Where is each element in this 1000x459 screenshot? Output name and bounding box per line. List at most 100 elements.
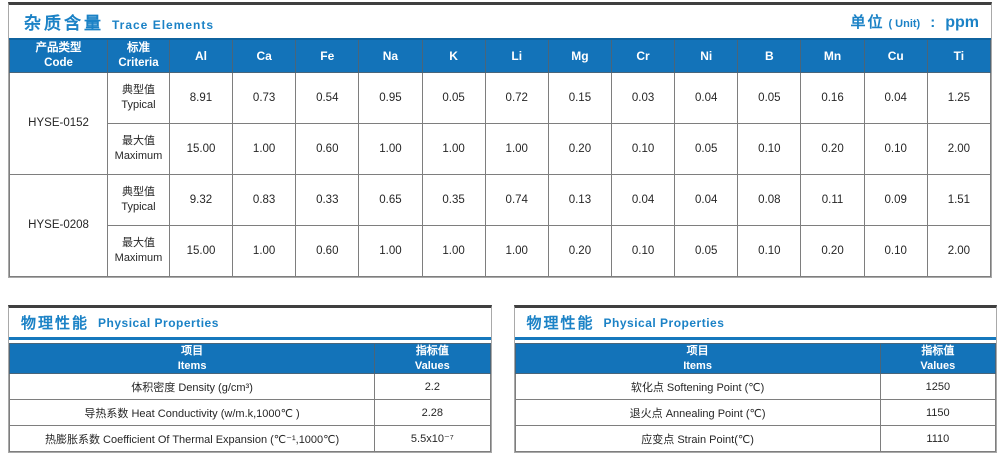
criteria-cell: 典型值 Typical bbox=[107, 71, 170, 124]
item-cell: 热膨胀系数 Coefficient Of Thermal Expansion (… bbox=[8, 425, 376, 452]
value-cell: 0.03 bbox=[610, 71, 676, 124]
column-header-criteria: 标准 Criteria bbox=[107, 38, 170, 73]
table-row-density: 体积密度 Density (g/cm³) 2.2 bbox=[8, 373, 491, 400]
value-cell: 0.10 bbox=[610, 224, 676, 277]
value-cell: 0.16 bbox=[800, 71, 865, 124]
value-cell: 0.83 bbox=[232, 173, 297, 226]
value-cell: 0.60 bbox=[295, 224, 360, 277]
table-header-row: 项目 Items 指标值 Values bbox=[8, 343, 491, 374]
value-cell: 0.05 bbox=[737, 71, 802, 124]
criteria-label-zh: 典型值 bbox=[121, 186, 155, 199]
column-header-code-en: Code bbox=[44, 56, 73, 69]
value-cell: 1.51 bbox=[926, 173, 992, 226]
table-row-hyse0152-maximum: 最大值 Maximum 15.00 1.00 0.60 1.00 1.00 1.… bbox=[10, 122, 992, 175]
criteria-label-en: Maximum bbox=[114, 149, 163, 162]
value-cell: 0.60 bbox=[295, 122, 360, 175]
value-cell: 0.04 bbox=[863, 71, 928, 124]
criteria-label-zh: 最大值 bbox=[121, 237, 155, 250]
table-header-row: 项目 Items 指标值 Values bbox=[514, 343, 997, 374]
table-row-hyse0208-typical: HYSE-0208 典型值 Typical 9.32 0.83 0.33 0.6… bbox=[8, 173, 992, 277]
column-header-element-ni: Ni bbox=[674, 38, 739, 73]
trace-elements-title-bar: 杂质含量 Trace Elements 单位 ( Unit) : ppm bbox=[9, 5, 991, 38]
column-header-element-cr: Cr bbox=[610, 38, 676, 73]
physical-title-bar: 物理性能 Physical Properties bbox=[515, 308, 997, 337]
column-header-items: 项目 Items bbox=[8, 343, 376, 374]
physical-title-bar: 物理性能 Physical Properties bbox=[9, 308, 491, 337]
value-cell: 1250 bbox=[879, 373, 997, 400]
criteria-cell: 最大值 Maximum bbox=[107, 224, 170, 277]
physical-title-zh: 物理性能 bbox=[21, 315, 90, 332]
table-row-thermal-expansion: 热膨胀系数 Coefficient Of Thermal Expansion (… bbox=[8, 425, 491, 452]
criteria-label-en: Typical bbox=[121, 98, 156, 111]
unit-label-en: ( Unit) bbox=[888, 18, 921, 30]
column-header-code: 产品类型 Code bbox=[8, 38, 109, 73]
criteria-label-en: Maximum bbox=[114, 251, 163, 264]
column-header-element-al: Al bbox=[168, 38, 234, 73]
criteria-label-zh: 最大值 bbox=[121, 135, 155, 148]
value-cell: 0.20 bbox=[800, 122, 865, 175]
physical-properties-panel-left: 物理性能 Physical Properties 项目 Items 指标值 Va… bbox=[8, 305, 492, 453]
column-header-items-zh: 项目 bbox=[181, 345, 204, 358]
item-cell: 导热系数 Heat Conductivity (w/m.k,1000℃ ) bbox=[8, 399, 376, 426]
column-header-values-zh: 指标值 bbox=[921, 345, 955, 358]
value-cell: 9.32 bbox=[168, 173, 234, 226]
value-cell: 0.20 bbox=[547, 122, 612, 175]
unit-label-zh: 单位 bbox=[850, 14, 885, 31]
physical-properties-row: 物理性能 Physical Properties 项目 Items 指标值 Va… bbox=[8, 305, 997, 453]
trace-elements-panel: 杂质含量 Trace Elements 单位 ( Unit) : ppm 产品类… bbox=[8, 2, 992, 278]
criteria-label-zh: 典型值 bbox=[121, 84, 155, 97]
column-header-code-zh: 产品类型 bbox=[35, 42, 82, 55]
value-cell: 0.10 bbox=[863, 122, 928, 175]
value-cell: 0.54 bbox=[295, 71, 360, 124]
value-cell: 0.10 bbox=[863, 224, 928, 277]
section-title-zh: 杂质含量 bbox=[24, 14, 104, 33]
column-header-items: 项目 Items bbox=[514, 343, 881, 374]
value-cell: 1.00 bbox=[484, 224, 549, 277]
value-cell: 1.00 bbox=[358, 122, 423, 175]
table-row-hyse0152-typical: HYSE-0152 典型值 Typical 8.91 0.73 0.54 0.9… bbox=[8, 71, 992, 175]
unit-colon: : bbox=[930, 14, 936, 31]
value-cell: 0.10 bbox=[737, 122, 802, 175]
title-divider bbox=[514, 337, 996, 340]
criteria-label-en: Typical bbox=[121, 200, 156, 213]
value-cell: 0.04 bbox=[674, 173, 739, 226]
column-header-values: 指标值 Values bbox=[879, 343, 997, 374]
value-cell: 2.00 bbox=[926, 224, 992, 277]
value-cell: 0.20 bbox=[547, 224, 612, 277]
value-cell: 15.00 bbox=[168, 122, 234, 175]
physical-properties-table-right: 项目 Items 指标值 Values 软化点 Softening Point … bbox=[514, 343, 997, 452]
value-cell: 2.00 bbox=[926, 122, 992, 175]
product-code-cell: HYSE-0152 bbox=[8, 71, 109, 175]
value-cell: 0.35 bbox=[421, 173, 486, 226]
value-cell: 0.20 bbox=[800, 224, 865, 277]
column-header-element-li: Li bbox=[484, 38, 549, 73]
column-header-items-en: Items bbox=[683, 359, 712, 372]
physical-title-en: Physical Properties bbox=[98, 315, 219, 330]
column-header-element-cu: Cu bbox=[863, 38, 928, 73]
column-header-element-mg: Mg bbox=[547, 38, 612, 73]
value-cell: 2.2 bbox=[374, 373, 491, 400]
item-cell: 应变点 Strain Point(℃) bbox=[514, 425, 881, 452]
value-cell: 0.04 bbox=[610, 173, 676, 226]
physical-title-zh: 物理性能 bbox=[526, 315, 595, 332]
column-header-criteria-en: Criteria bbox=[118, 56, 159, 69]
section-title: 杂质含量 Trace Elements bbox=[24, 9, 214, 34]
value-cell: 0.04 bbox=[674, 71, 739, 124]
value-cell: 0.74 bbox=[484, 173, 549, 226]
criteria-cell: 典型值 Typical bbox=[107, 173, 170, 226]
value-cell: 0.10 bbox=[737, 224, 802, 277]
value-cell: 0.73 bbox=[232, 71, 297, 124]
value-cell: 0.10 bbox=[610, 122, 676, 175]
value-cell: 1.00 bbox=[484, 122, 549, 175]
value-cell: 1.00 bbox=[421, 122, 486, 175]
column-header-values-en: Values bbox=[414, 359, 450, 372]
value-cell: 0.72 bbox=[484, 71, 549, 124]
value-cell: 1.00 bbox=[421, 224, 486, 277]
criteria-cell: 最大值 Maximum bbox=[107, 122, 170, 175]
table-row-heat-conductivity: 导热系数 Heat Conductivity (w/m.k,1000℃ ) 2.… bbox=[8, 399, 491, 426]
item-cell: 退火点 Annealing Point (℃) bbox=[514, 399, 881, 426]
value-cell: 0.15 bbox=[547, 71, 612, 124]
value-cell: 0.13 bbox=[547, 173, 612, 226]
value-cell: 8.91 bbox=[168, 71, 234, 124]
value-cell: 1.00 bbox=[232, 122, 297, 175]
